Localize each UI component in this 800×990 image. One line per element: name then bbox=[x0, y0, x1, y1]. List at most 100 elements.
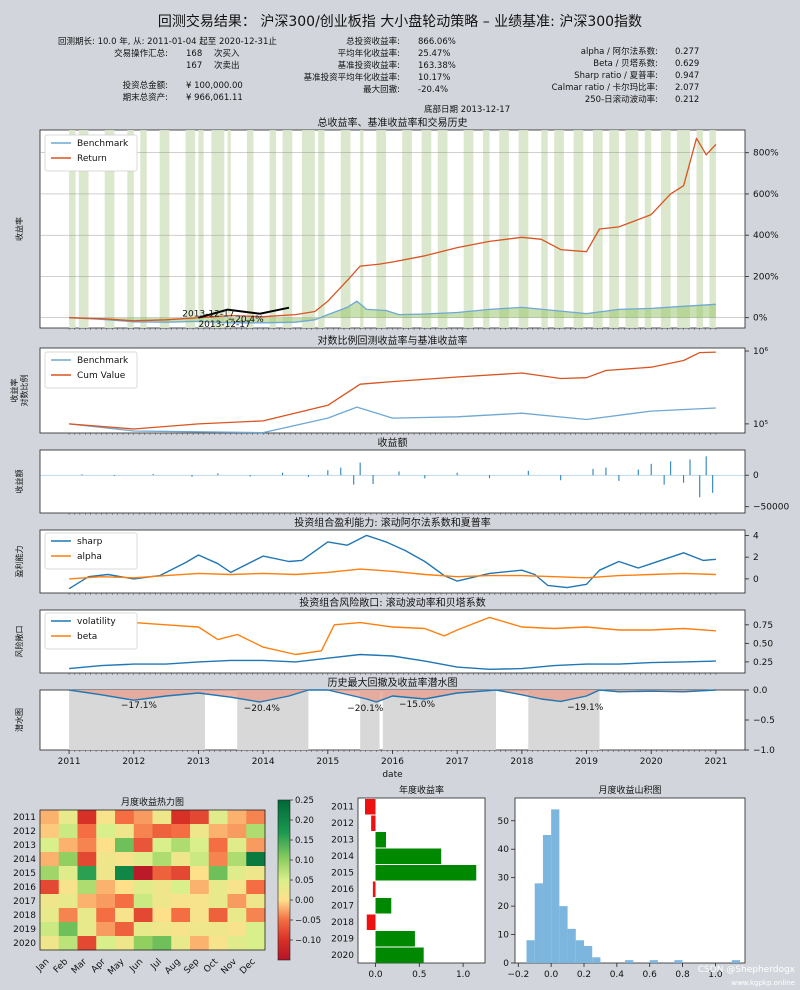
legend-label: Cum Value bbox=[77, 371, 126, 381]
year-label: 2017 bbox=[331, 901, 354, 911]
trade-span bbox=[660, 130, 671, 328]
summary-mid-label: 基准投资平均年化收益率: bbox=[304, 72, 400, 83]
heatmap-cell bbox=[208, 810, 228, 825]
summary-left-label: 期末总资产: bbox=[123, 92, 168, 103]
panel-ylabel: 风险敞口 bbox=[14, 626, 24, 658]
trade-span bbox=[499, 130, 509, 328]
y-tick-label: −50000 bbox=[753, 503, 789, 513]
summary-mid-value: 866.06% bbox=[418, 37, 456, 47]
heatmap-cell bbox=[208, 824, 228, 839]
legend-box bbox=[44, 612, 138, 650]
x-tick-label: 2020 bbox=[640, 757, 663, 767]
heatmap-cell bbox=[133, 894, 153, 909]
heatmap-cell bbox=[96, 852, 116, 867]
heatmap-cell bbox=[190, 810, 210, 825]
x-tick-label: 2021 bbox=[704, 757, 727, 767]
panel-title: 对数比例回测收益率与基准收益率 bbox=[318, 334, 468, 347]
series-line-alpha bbox=[69, 568, 716, 580]
legend-label: Benchmark bbox=[77, 356, 129, 366]
legend-label: sharp bbox=[77, 537, 103, 547]
summary-right-value: 0.629 bbox=[675, 59, 699, 69]
heatmap-cell bbox=[208, 908, 228, 923]
x-tick-label: 0.0 bbox=[368, 970, 383, 980]
x-tick-label: 2019 bbox=[575, 757, 598, 767]
heatmap-cell bbox=[115, 894, 135, 909]
heatmap-cell bbox=[133, 866, 153, 881]
heatmap-col-label: Jul bbox=[149, 957, 164, 972]
heatmap-cell bbox=[77, 824, 97, 839]
heatmap-cell bbox=[77, 922, 97, 937]
panel-bg bbox=[39, 529, 746, 594]
heatmap-cell bbox=[58, 852, 78, 867]
trade-span bbox=[340, 130, 351, 328]
trade-span bbox=[211, 130, 225, 328]
heatmap-cell bbox=[246, 824, 266, 839]
x-tick-label: 0.2 bbox=[577, 970, 591, 980]
heatmap-row-label: 2015 bbox=[13, 869, 36, 879]
y-tick-label: 10⁶ bbox=[753, 347, 768, 357]
legend-box bbox=[44, 532, 138, 570]
histogram-bar bbox=[526, 940, 535, 963]
year-bar bbox=[365, 799, 376, 815]
summary-left-value: ¥ 966,061.11 bbox=[186, 93, 243, 103]
trade-span bbox=[246, 130, 254, 328]
year-label: 2016 bbox=[331, 885, 354, 895]
heatmap-row-label: 2019 bbox=[13, 925, 36, 935]
y-tick-label: 40 bbox=[498, 845, 510, 855]
x-tick-label: 0.6 bbox=[643, 970, 658, 980]
heatmap-cell bbox=[227, 866, 247, 881]
y-tick-label: 2 bbox=[753, 553, 759, 563]
trade-span bbox=[463, 130, 474, 328]
trade-span bbox=[269, 130, 277, 328]
summary-mid-value: 底部日期 2013-12-17 bbox=[424, 104, 510, 115]
heatmap-panel: 月度收益热力图 2011 2012 2013 2014 2015 2016 2017 2018 2… bbox=[13, 796, 321, 977]
heatmap-cell bbox=[190, 936, 210, 951]
histogram-bar bbox=[567, 928, 576, 963]
heatmap-cell bbox=[152, 824, 172, 839]
heatmap-cell bbox=[227, 838, 247, 853]
year-label: 2015 bbox=[331, 868, 354, 878]
series-line-return bbox=[69, 137, 717, 322]
heatmap-cell bbox=[171, 936, 191, 951]
heatmap-col-label: Mar bbox=[70, 957, 89, 976]
figure-title: 回测交易结果： 沪深300/创业板指 大小盘轮动策略 – 业绩基准: 沪深300… bbox=[158, 13, 642, 30]
summary-mid-value: 25.47% bbox=[418, 49, 450, 59]
heatmap-cell bbox=[246, 922, 266, 937]
heatmap-cell bbox=[171, 908, 191, 923]
heatmap-cell bbox=[77, 810, 97, 825]
y-tick-label: 30 bbox=[498, 874, 510, 884]
heatmap-cell bbox=[40, 908, 60, 923]
watermark-url: www.kgpkp.online bbox=[731, 979, 795, 987]
heatmap-col-label: Nov bbox=[219, 957, 239, 977]
summary-mid-label: 基准投资收益率: bbox=[338, 60, 400, 71]
heatmap-row-label: 2017 bbox=[13, 897, 36, 907]
heatmap-cell bbox=[227, 824, 247, 839]
heatmap-cell bbox=[40, 824, 60, 839]
year-bar bbox=[372, 881, 376, 897]
legend-box bbox=[44, 134, 138, 172]
summary-right-value: 0.277 bbox=[675, 47, 699, 57]
panel-title: 收益额 bbox=[378, 436, 408, 449]
summary-right-label: 250-日滚动波动率: bbox=[585, 94, 658, 105]
summary-left-label: 投资总金额: bbox=[123, 80, 168, 91]
heatmap-cell bbox=[96, 866, 116, 881]
panel-bg bbox=[39, 347, 746, 434]
y-tick-label: 0.25 bbox=[753, 658, 773, 668]
heatmap-cell bbox=[208, 866, 228, 881]
heatmap-cell bbox=[152, 908, 172, 923]
heatmap-cell bbox=[152, 866, 172, 881]
year-bar bbox=[375, 947, 424, 963]
histogram-bar bbox=[584, 945, 593, 963]
panel-ylabel: 收益率 bbox=[9, 379, 19, 403]
summary-right-value: 0.947 bbox=[675, 71, 699, 81]
series-line-volatility bbox=[69, 653, 716, 670]
series-line-cum-value bbox=[69, 351, 716, 430]
x-axis-label: date bbox=[382, 770, 403, 780]
trade-span bbox=[593, 130, 603, 328]
summary-left-unit: 次买入 bbox=[214, 48, 240, 59]
legend-label: beta bbox=[77, 632, 97, 642]
x-tick-label: 1.0 bbox=[456, 970, 471, 980]
heatmap-cell bbox=[133, 838, 153, 853]
trade-span bbox=[198, 130, 204, 328]
